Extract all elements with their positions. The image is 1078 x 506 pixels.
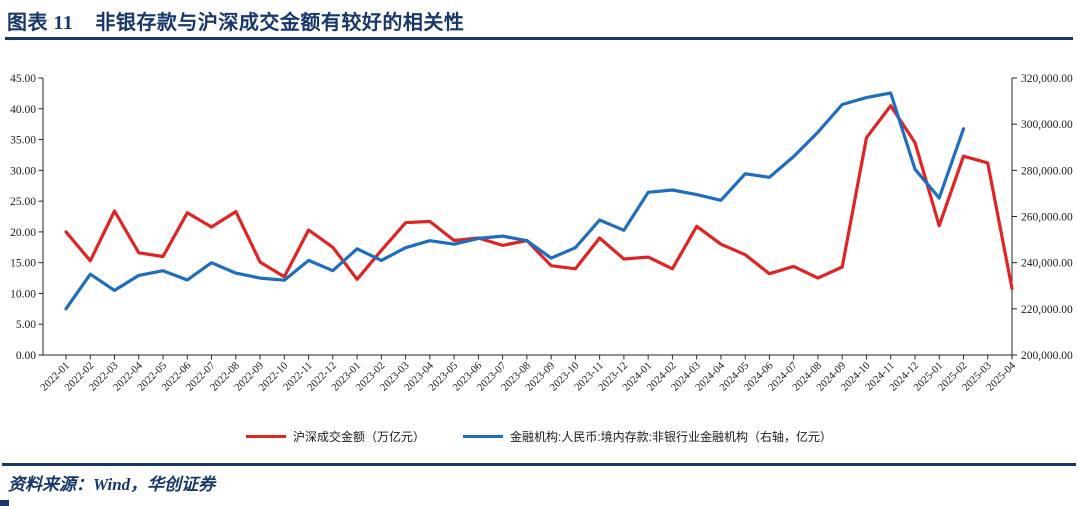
title-underline-divider xyxy=(5,37,1073,40)
right-axis-tick-label: 320,000.00 xyxy=(1021,73,1073,85)
right-axis-tick-label: 280,000.00 xyxy=(1021,165,1073,177)
red-line-swatch-icon xyxy=(245,435,286,438)
chart-legend: 沪深成交金额（万亿元） 金融机构:人民币:境内存款:非银行业金融机构（右轴，亿元… xyxy=(0,428,1078,445)
figure-number-label: 图表 11 xyxy=(7,12,74,34)
next-section-edge-mark xyxy=(0,500,9,506)
left-axis-tick-label: 45.00 xyxy=(10,73,36,85)
source-note: 资料来源：Wind，华创证券 xyxy=(8,475,216,494)
legend-label-nonbank-deposits: 金融机构:人民币:境内存款:非银行业金融机构（右轴，亿元） xyxy=(510,430,833,444)
chart-area: 0.00 5.00 10.00 15.00 20.00 25.00 30.00 35.00 40… xyxy=(0,42,1078,426)
left-axis-tick-label: 10.00 xyxy=(10,288,36,300)
series-line-hs-turnover xyxy=(64,104,1014,291)
left-axis-tick-label: 15.00 xyxy=(10,258,36,270)
left-axis-tick-label: 5.00 xyxy=(16,319,36,331)
left-axis-tick-label: 20.00 xyxy=(10,227,36,239)
legend-label-hs-turnover: 沪深成交金额（万亿元） xyxy=(292,430,425,444)
figure-title: 非银存款与沪深成交金额有较好的相关性 xyxy=(95,12,465,34)
right-axis-tick-label: 260,000.00 xyxy=(1021,212,1073,224)
figure-header: 图表 11 非银存款与沪深成交金额有较好的相关性 xyxy=(7,6,464,35)
right-axis-tick-label: 240,000.00 xyxy=(1021,258,1073,270)
right-axis-tick-label: 300,000.00 xyxy=(1021,119,1073,131)
left-axis-tick-label: 35.00 xyxy=(10,135,36,147)
blue-line-swatch-icon xyxy=(463,435,503,438)
left-axis-tick-label: 25.00 xyxy=(10,196,36,208)
legend-item-hs-turnover: 沪深成交金额（万亿元） xyxy=(245,428,425,445)
legend-item-nonbank-deposits: 金融机构:人民币:境内存款:非银行业金融机构（右轴，亿元） xyxy=(463,428,832,445)
left-axis-tick-label: 0.00 xyxy=(16,350,36,362)
left-axis-tick-label: 30.00 xyxy=(10,165,36,177)
left-axis-tick-label: 40.00 xyxy=(10,104,36,116)
right-axis-tick-label: 200,000.00 xyxy=(1021,350,1073,362)
series-line-nonbank-deposits xyxy=(64,91,966,311)
line-chart-svg: 0.00 5.00 10.00 15.00 20.00 25.00 30.00 35.00 40… xyxy=(10,73,1073,394)
right-axis-tick-label: 220,000.00 xyxy=(1021,304,1073,316)
source-divider xyxy=(2,463,1076,466)
